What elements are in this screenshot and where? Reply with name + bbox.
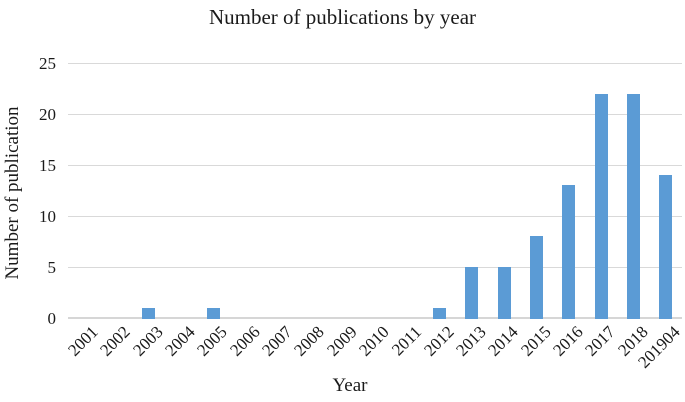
chart-title: Number of publications by year [208, 5, 477, 29]
bar-2015 [530, 236, 544, 319]
y-tick-label: 20 [39, 105, 56, 124]
x-tick-label: 2011 [388, 322, 426, 360]
x-tick-label: 2016 [549, 322, 587, 360]
gridline [68, 216, 682, 217]
x-tick-label: 2008 [290, 322, 329, 360]
x-tick-label: 2003 [129, 322, 167, 360]
x-tick-label: 2014 [484, 322, 522, 360]
gridline [68, 165, 682, 166]
x-tick-label: 2012 [419, 322, 458, 360]
x-tick-label: 2001 [64, 322, 102, 360]
x-tick-label: 2015 [516, 322, 555, 360]
y-tick-label: 25 [39, 54, 56, 73]
bar-2003 [142, 307, 156, 319]
bar-2016 [562, 185, 576, 319]
x-tick-label: 2017 [581, 322, 619, 360]
y-tick-label: 15 [39, 156, 56, 175]
bar-201904 [659, 175, 673, 319]
plot-area [68, 63, 682, 319]
x-tick-label: 2007 [258, 322, 296, 360]
x-tick-label: 2010 [355, 322, 393, 360]
y-axis-title: Number of publication [2, 106, 23, 280]
x-tick-label: 2005 [193, 322, 232, 360]
y-tick-label: 0 [47, 309, 57, 328]
x-tick-label: 2002 [96, 322, 135, 360]
x-axis-line [68, 317, 682, 319]
gridline [68, 63, 682, 64]
gridline [68, 267, 682, 268]
gridline [68, 114, 682, 115]
bar-2018 [627, 93, 641, 319]
bar-2014 [497, 267, 511, 319]
y-tick-label: 5 [47, 258, 57, 277]
bar-2017 [594, 93, 608, 319]
x-tick-label: 2006 [226, 322, 264, 360]
bar-2013 [465, 267, 479, 319]
bar-2012 [433, 307, 447, 319]
x-axis-title: Year [332, 375, 368, 396]
x-tick-label: 2009 [322, 322, 361, 360]
x-tick-label: 2004 [161, 322, 199, 360]
y-tick-label: 10 [39, 207, 56, 226]
x-tick-label: 2013 [452, 322, 490, 360]
bar-2005 [206, 307, 220, 319]
